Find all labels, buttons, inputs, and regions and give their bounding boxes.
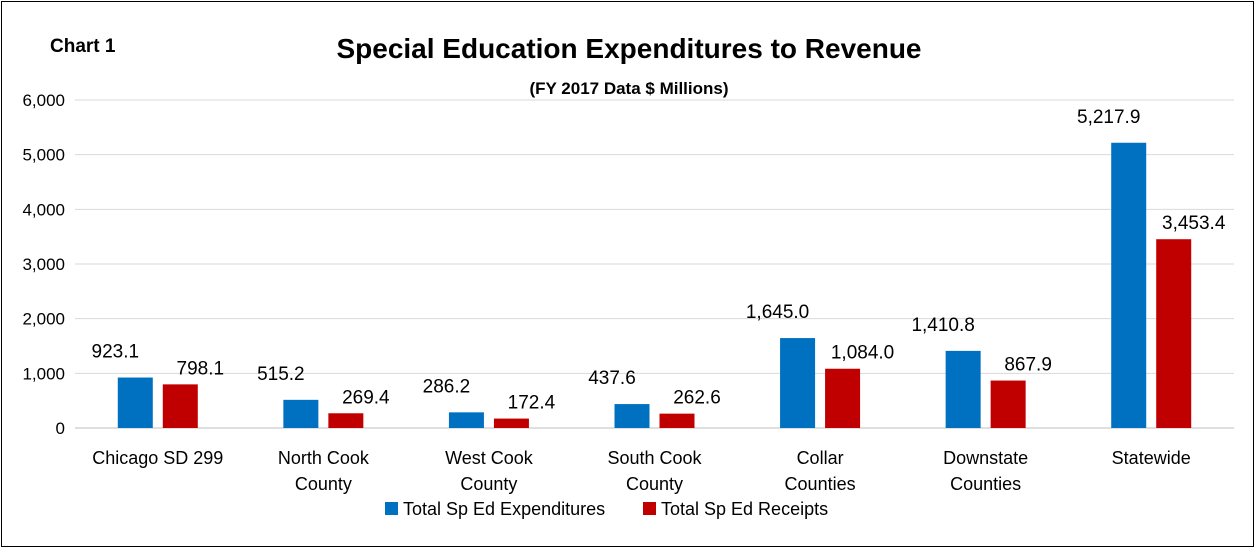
x-axis: Chicago SD 299 North Cook County West Cook C… [92,448,1191,494]
chart-label: Chart 1 [50,36,116,57]
data-label: 3,453.4 [1162,213,1226,234]
bar [1156,239,1192,428]
bar [1111,142,1147,428]
gridlines [75,99,1234,429]
x-tick-label: County [626,474,683,494]
y-axis: 0 1,000 2,000 3,000 4,000 5,000 6,000 [22,91,65,438]
data-label: 1,645.0 [746,302,809,323]
data-label: 923.1 [92,342,140,363]
data-label: 5,217.9 [1077,107,1140,128]
data-label: 867.9 [1004,355,1052,376]
bar [283,399,319,428]
data-label: 515.2 [257,364,305,385]
legend-item: Total Sp Ed Receipts [643,499,828,519]
y-tick-label: 3,000 [22,255,65,274]
data-label: 1,410.8 [911,315,974,336]
data-label: 172.4 [508,393,556,414]
y-tick-label: 1,000 [22,364,65,383]
x-tick-label: Downstate [943,448,1028,468]
bar [448,412,484,428]
x-tick-label: County [295,474,352,494]
data-label: 798.1 [177,358,225,379]
legend-swatch [385,502,398,515]
y-tick-label: 0 [56,419,65,438]
y-tick-label: 5,000 [22,146,65,165]
data-label: 269.4 [342,387,390,408]
legend-label: Total Sp Ed Expenditures [403,499,605,519]
legend-label: Total Sp Ed Receipts [661,499,828,519]
bar [990,380,1026,428]
x-tick-label: West Cook [445,448,534,468]
data-label: 262.6 [673,388,721,409]
legend-swatch [643,502,656,515]
bar [659,413,695,428]
x-tick-label: Counties [785,474,856,494]
x-tick-label: Statewide [1112,448,1191,468]
bar [328,413,364,428]
x-tick-label: Counties [950,474,1021,494]
data-label: 437.6 [588,368,636,389]
x-tick-label: South Cook [607,448,702,468]
bar [162,384,198,428]
bar [825,368,861,428]
bar [493,418,529,428]
legend: Total Sp Ed Expenditures Total Sp Ed Rece… [385,499,828,519]
x-tick-label: North Cook [278,448,370,468]
data-label: 286.2 [423,376,471,397]
x-tick-label: Collar [797,448,844,468]
y-tick-label: 6,000 [22,91,65,110]
legend-item: Total Sp Ed Expenditures [385,499,605,519]
bar [945,350,981,428]
bar [117,377,153,428]
x-tick-label: Chicago SD 299 [92,448,223,468]
y-tick-label: 4,000 [22,200,65,219]
bar [780,338,816,428]
chart-title: Special Education Expenditures to Revenu… [336,33,921,64]
x-tick-label: County [460,474,517,494]
bar [614,404,650,428]
plot-area: 923.1 798.1 515.2 269.4 286.2 172.4 437.6 262.6… [92,107,1226,428]
y-tick-label: 2,000 [22,310,65,329]
chart-subtitle: (FY 2017 Data $ Millions) [529,79,728,98]
data-label: 1,084.0 [831,343,894,364]
